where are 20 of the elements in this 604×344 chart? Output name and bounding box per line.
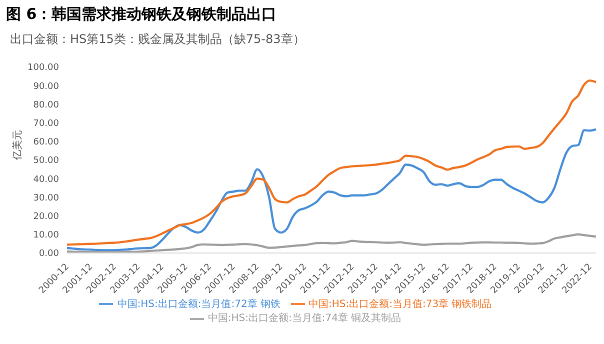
line-series [66, 79, 598, 246]
y-tick-label: 60.00 [33, 138, 60, 148]
y-tick-label: 20.00 [33, 212, 60, 222]
line-series [66, 128, 598, 252]
y-tick-label: 70.00 [33, 118, 60, 129]
y-tick-label: 40.00 [33, 174, 60, 185]
y-tick-label: 90.00 [33, 82, 60, 92]
legend-label: 中国:HS:出口金额:当月值:74章 铜及其制品 [208, 313, 402, 324]
y-axis-title: 亿美元 [12, 130, 24, 161]
line-series [66, 233, 598, 253]
y-tick-label: 0.00 [38, 249, 60, 260]
chart-subtitle: 出口金额：HS第15类：贱金属及其制品（缺75-83章） [10, 31, 305, 48]
y-tick-label: 80.00 [33, 100, 60, 110]
legend-label: 中国:HS:出口金额:当月值:72章 钢铁 [117, 299, 280, 310]
y-tick-label: 10.00 [33, 230, 60, 241]
y-tick-label: 50.00 [33, 156, 60, 166]
legend-label: 中国:HS:出口金额:当月值:73章 钢铁制品 [308, 299, 492, 310]
y-tick-label: 30.00 [33, 193, 60, 204]
chart-title: 图 6：韩国需求推动钢铁及钢铁制品出口 [6, 5, 277, 24]
y-tick-label: 100.00 [28, 63, 60, 74]
